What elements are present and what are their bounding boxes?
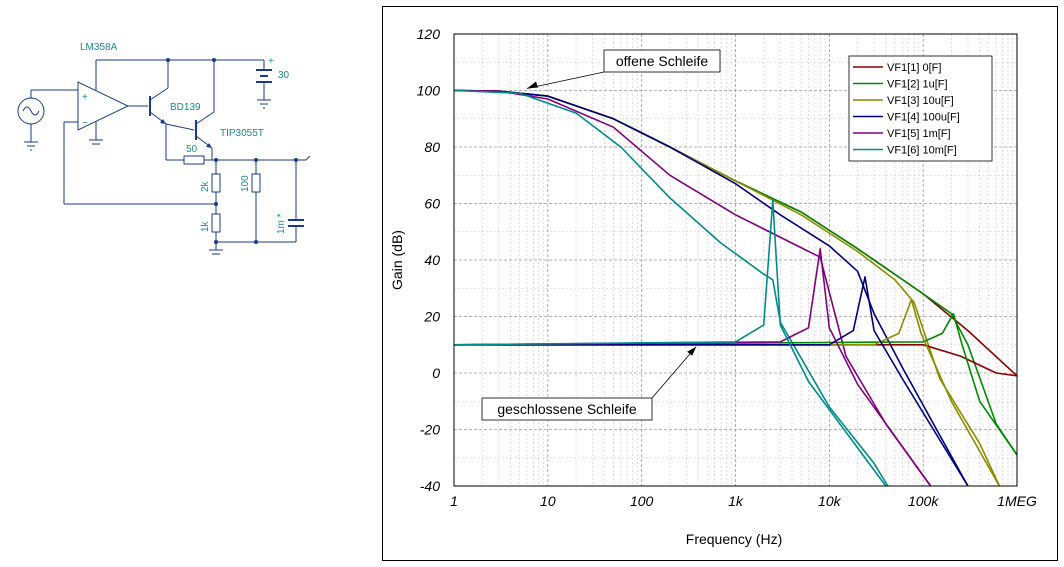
r-upper-label: 2k	[200, 180, 211, 192]
opamp-plus-sign: +	[82, 92, 88, 103]
r-load-label: 100	[240, 175, 251, 192]
x-tick-label: 1k	[728, 493, 744, 509]
y-axis-label: Gain (dB)	[389, 230, 405, 290]
closed-loop-series-line	[454, 276, 969, 487]
opamp-label: LM358A	[80, 42, 118, 53]
annotation-arrow	[526, 71, 605, 89]
legend-label: VF1[6] 10m[F]	[887, 145, 957, 157]
legend: VF1[1] 0[F] VF1[2] 1u[F] VF1[3] 10u[F] VF1[…	[848, 55, 993, 162]
open-loop-series-line	[453, 89, 889, 487]
annotation-box	[481, 397, 653, 421]
opamp-symbol	[77, 81, 130, 131]
open-loop-series-line	[453, 89, 969, 487]
legend-label: VF1[2] 1u[F]	[887, 79, 948, 91]
axis-ticks: 1 10 100 1k 10k 100k 1MEG 120 100 80 60 40 20 0 -20 -40	[417, 26, 1037, 509]
x-axis-label: Frequency (Hz)	[686, 531, 782, 547]
open-loop-series-line	[453, 89, 932, 487]
y-tick-label: 0	[432, 365, 440, 381]
resistor-50-symbol	[183, 155, 205, 165]
r-lower-label: 1k	[200, 220, 211, 232]
legend-box	[848, 55, 993, 162]
resistor-2k-symbol	[211, 173, 221, 193]
plot-lines	[453, 89, 1018, 487]
y-tick-label: 60	[424, 196, 440, 212]
r-series-label: 50	[186, 144, 198, 155]
bode-plot: 1 10 100 1k 10k 100k 1MEG 120 100 80 60 40 20 0 -20 -40…	[389, 26, 1037, 547]
legend-label: VF1[3] 10u[F]	[887, 95, 954, 107]
annotation-closed-loop: geschlossene Schleife	[497, 401, 637, 417]
legend-label: VF1[5] 1m[F]	[887, 128, 951, 140]
q2-label: TIP3055T	[220, 128, 264, 139]
resistor-100-symbol	[251, 173, 261, 193]
closed-loop-series-line	[454, 298, 1001, 487]
annotations: offene Schleife geschlossene Schleife	[481, 49, 721, 421]
opamp-minus-sign: −	[82, 118, 88, 129]
annotation-open-loop: offene Schleife	[616, 53, 709, 69]
y-tick-label: 20	[423, 309, 440, 325]
y-tick-label: -40	[420, 478, 440, 494]
annotation-box	[603, 49, 721, 73]
x-tick-label: 1MEG	[997, 493, 1037, 509]
capacitor-label: 1m *	[276, 213, 287, 234]
annotation-arrow	[651, 346, 697, 399]
x-tick-label: 100	[630, 493, 654, 509]
annotation-arrowhead	[687, 346, 697, 356]
y-tick-label: 40	[424, 252, 440, 268]
legend-label: VF1[4] 100u[F]	[887, 112, 960, 124]
x-tick-label: 1	[450, 493, 458, 509]
circuit-schematic: LM358A + − BD139 TIP3055T 30 + 50 2k 1k …	[17, 42, 311, 255]
x-tick-label: 100k	[908, 493, 939, 509]
annotation-arrowhead	[527, 81, 539, 89]
y-tick-label: 80	[424, 139, 440, 155]
q1-label: BD139	[170, 102, 201, 113]
y-tick-label: 100	[417, 83, 441, 99]
closed-loop-series-line	[453, 247, 932, 487]
closed-loop-series-line	[453, 312, 1018, 456]
resistor-1k-symbol	[211, 213, 221, 233]
supply-plus-sign: +	[268, 56, 274, 67]
supply-value: 30	[278, 70, 290, 81]
y-tick-label: 120	[417, 26, 441, 42]
closed-loop-series-line	[453, 199, 887, 487]
x-tick-label: 10	[540, 493, 556, 509]
legend-label: VF1[1] 0[F]	[887, 62, 941, 74]
x-tick-label: 10k	[818, 493, 842, 509]
plot-area	[453, 33, 1018, 487]
y-tick-label: -20	[420, 422, 440, 438]
